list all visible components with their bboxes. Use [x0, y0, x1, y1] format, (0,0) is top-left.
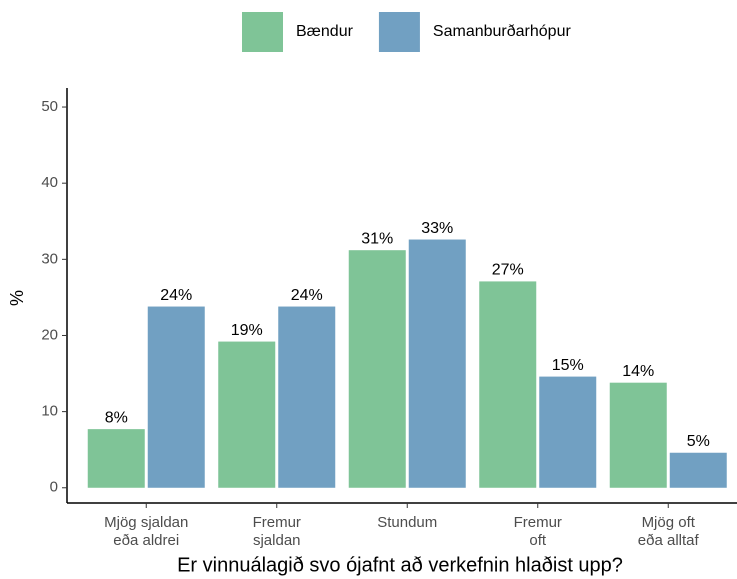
y-tick-label: 40	[41, 174, 58, 191]
y-tick-label: 20	[41, 326, 58, 343]
legend-label: Bændur	[296, 23, 354, 40]
bar	[218, 341, 276, 488]
bar	[408, 239, 466, 488]
x-tick-label: Fremur sjaldan	[253, 514, 301, 549]
x-axis-title: Er vinnuálagið svo ójafnt að verkefnin h…	[177, 554, 623, 576]
bar	[348, 250, 406, 488]
bar	[609, 382, 667, 488]
value-label: 33%	[421, 220, 453, 237]
x-tick-label: Mjög sjaldan eða aldrei	[104, 514, 188, 549]
bar	[147, 306, 205, 488]
value-label: 14%	[622, 363, 654, 380]
legend-swatch	[242, 12, 283, 52]
value-label: 31%	[361, 230, 393, 247]
x-tick-label: Fremur oft	[514, 514, 562, 549]
value-label: 24%	[291, 287, 323, 304]
value-label: 24%	[160, 287, 192, 304]
value-label: 27%	[492, 262, 524, 279]
value-label: 8%	[105, 409, 128, 426]
y-tick-label: 50	[41, 98, 58, 115]
y-tick-label: 30	[41, 250, 58, 267]
bar	[87, 429, 145, 488]
y-tick-label: 10	[41, 403, 58, 420]
bar	[669, 452, 727, 488]
bar	[278, 306, 336, 488]
bar	[539, 376, 597, 488]
y-axis-title: %	[7, 290, 27, 306]
bar	[479, 281, 537, 488]
value-label: 19%	[231, 322, 263, 339]
value-label: 15%	[552, 357, 584, 374]
value-label: 5%	[687, 433, 710, 450]
legend-swatch	[378, 12, 420, 52]
legend-label: Samanburðarhópur	[433, 23, 572, 40]
y-tick-label: 0	[50, 479, 58, 496]
x-tick-label: Stundum	[377, 514, 437, 531]
x-tick-label: Mjög oft eða alltaf	[638, 514, 700, 549]
